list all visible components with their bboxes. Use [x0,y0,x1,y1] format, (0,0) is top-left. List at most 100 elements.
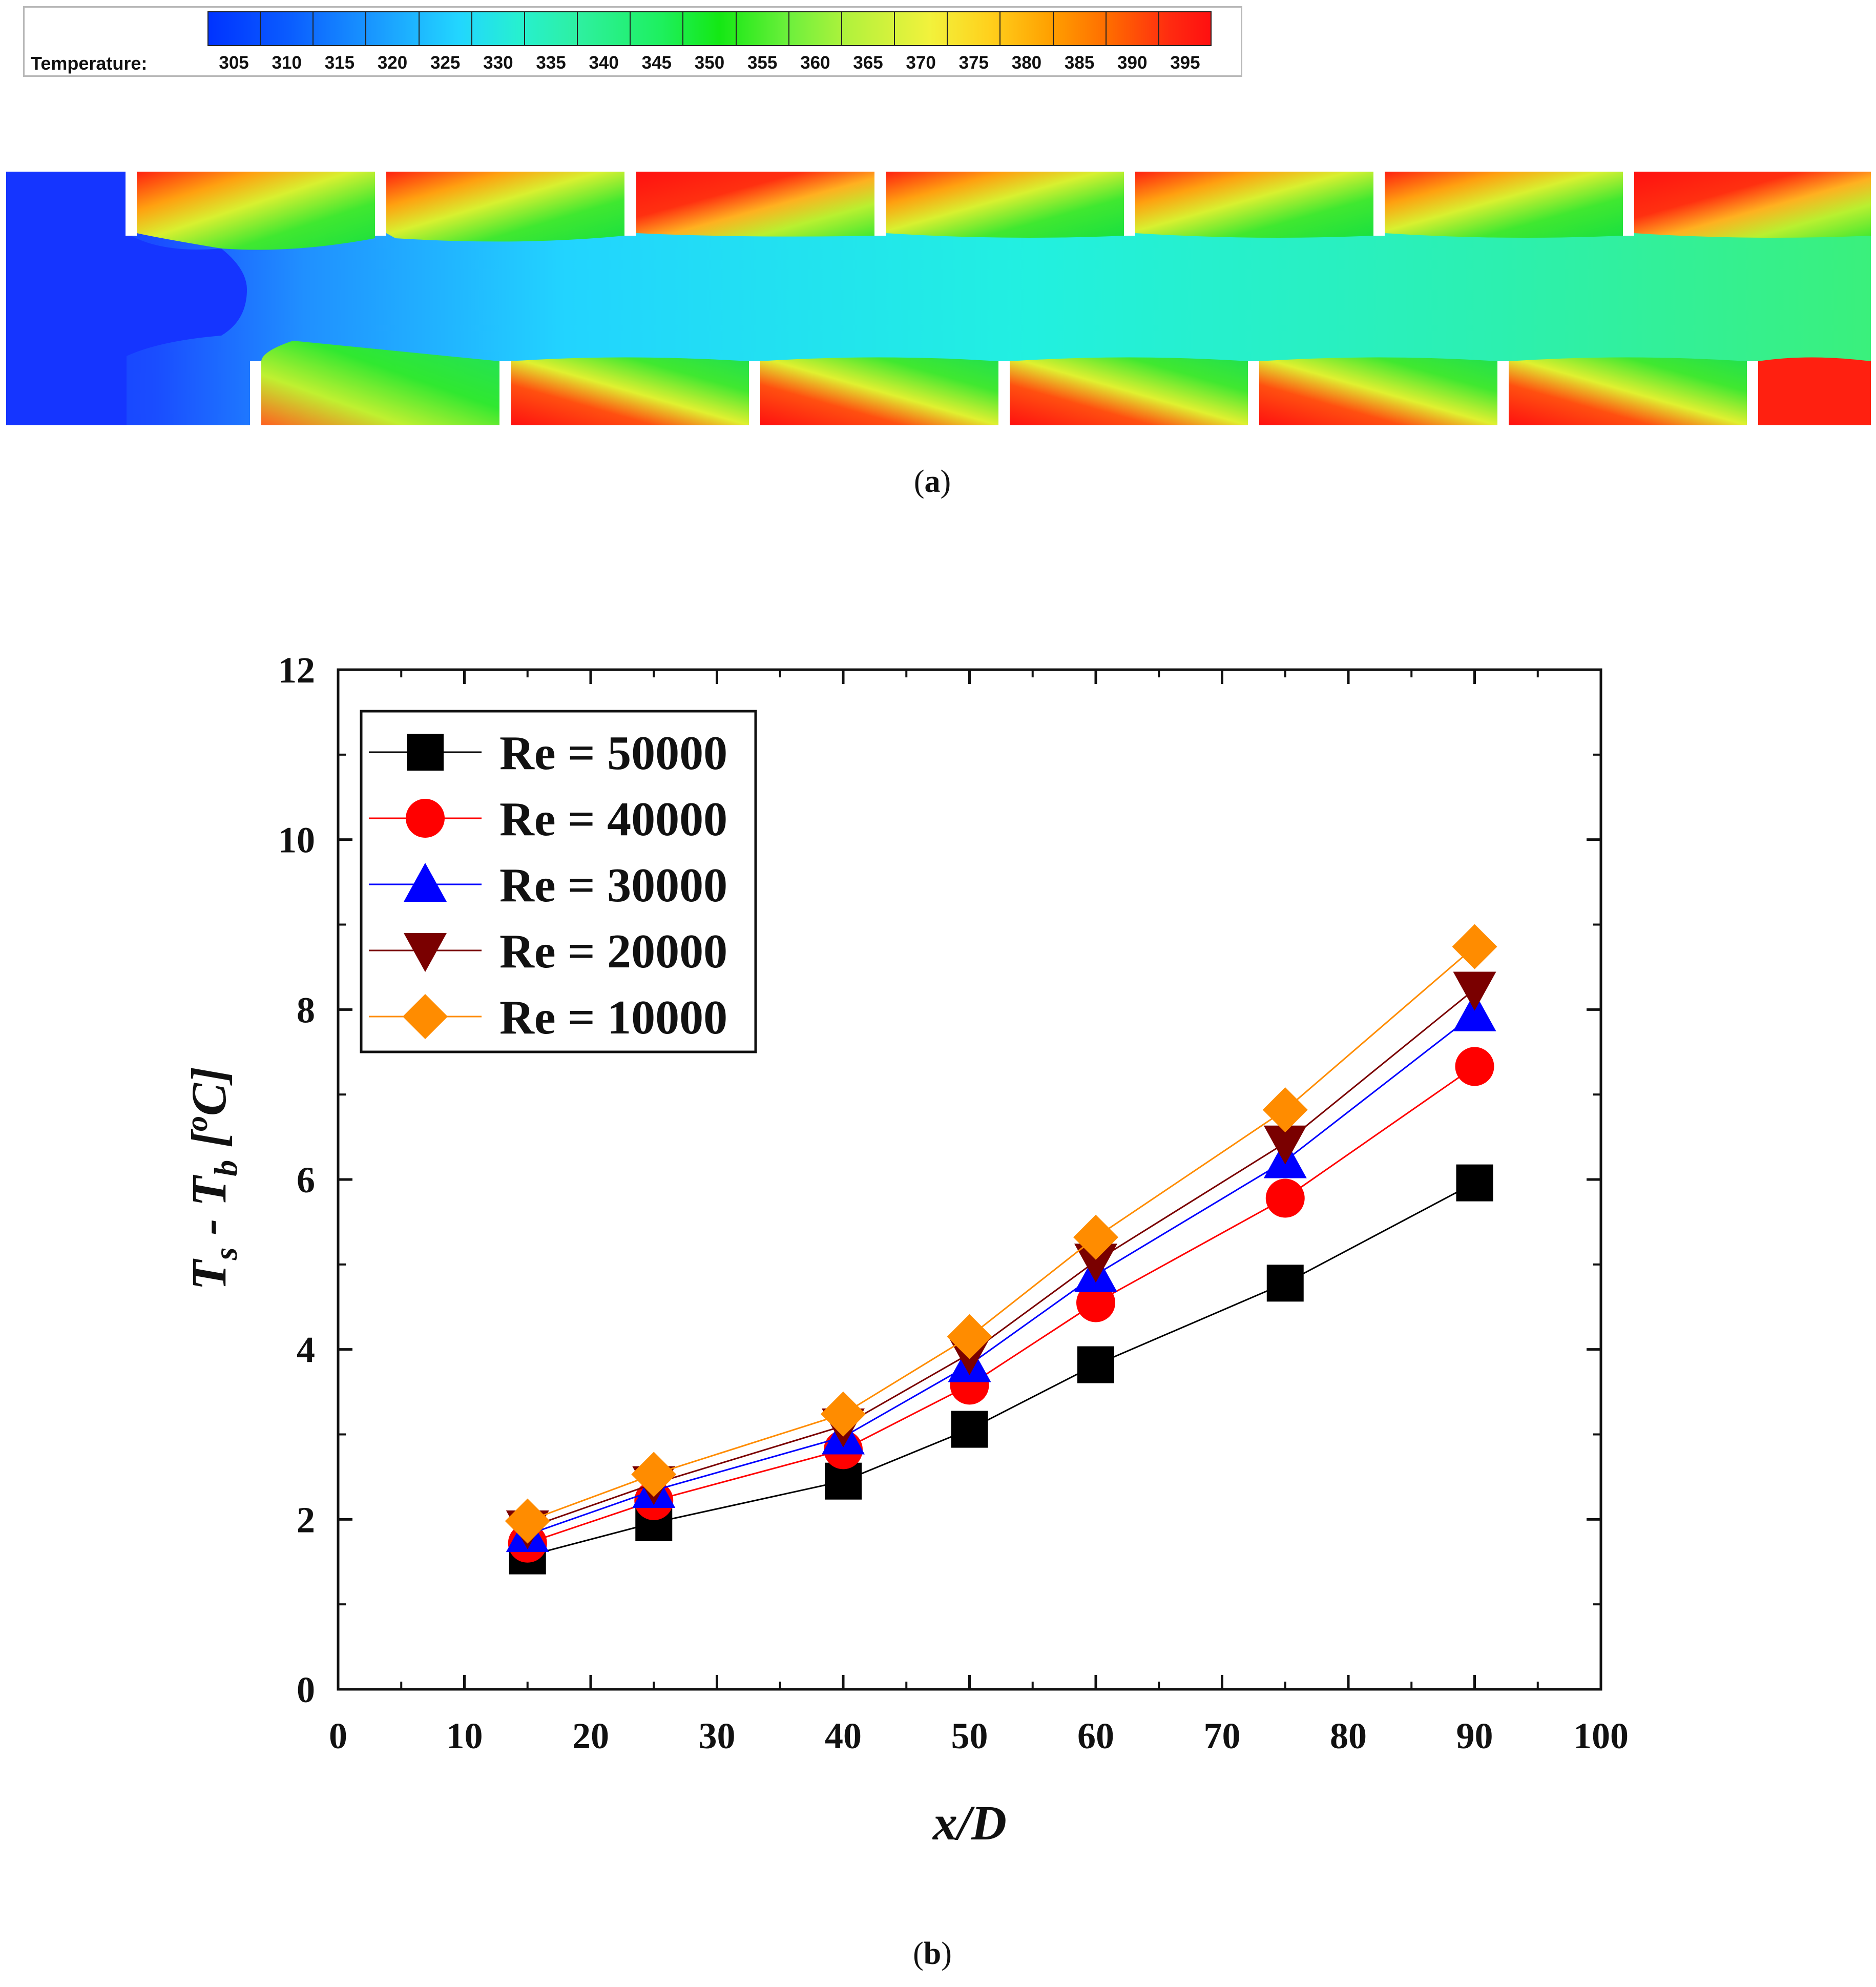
colorbar-tick-line [260,11,261,46]
y-title-bracket: [ [181,1129,236,1160]
colorbar-tick-line [999,11,1001,46]
data-point [631,1452,677,1497]
colorbar-tick-line [841,11,842,46]
x-tick-label: 90 [1456,1715,1493,1756]
data-point [1456,1164,1493,1202]
data-point [1074,1244,1117,1283]
data-point [1452,924,1497,969]
legend-label: Re = 10000 [499,991,727,1044]
colorbar-tick-line [735,11,737,46]
panel-b-caption: (b) [913,1936,952,1971]
x-tick-label: 70 [1204,1715,1241,1756]
y-title-t-s: T [181,1258,236,1290]
data-point [1077,1346,1114,1383]
colorbar-gradient [207,11,1212,46]
y-axis-title: Ts - Tb [oC] [180,1067,244,1290]
y-title-t-b: T [181,1175,236,1207]
colorbar-tick-label: 380 [1011,53,1042,73]
data-point [1263,1125,1307,1165]
y-tick-label: 0 [297,1669,315,1710]
colorbar-tick-label: 330 [483,53,513,73]
legend-label: Re = 50000 [499,727,727,780]
axis-layer: 0 10 20 30 40 50 60 70 80 90 100 0 2 4 6 8 10 12 [278,650,1629,1756]
colorbar-tick-line [577,11,578,46]
y-title-unit: C] [181,1067,236,1116]
data-point [1265,1178,1305,1218]
colorbar-title: Temperature: [31,53,148,74]
colorbar-tick-line [894,11,895,46]
y-tick-label: 8 [297,989,315,1030]
colorbar-tick-label: 305 [219,53,249,73]
colorbar-tick-label: 390 [1117,53,1148,73]
colorbar-tick-line [947,11,948,46]
colorbar-tick-label: 325 [430,53,461,73]
x-tick-label: 30 [699,1715,736,1756]
x-tick-label: 40 [825,1715,862,1756]
y-title-dash: - [181,1207,236,1248]
x-tick-label: 10 [446,1715,483,1756]
y-tick-label: 10 [278,820,315,861]
legend-marker [404,933,447,972]
legend-label: Re = 20000 [499,925,727,978]
colorbar-tick-line [630,11,631,46]
colorbar-tick-label: 345 [641,53,672,73]
x-tick-label: 100 [1573,1715,1629,1756]
colorbar-tick-line [1158,11,1159,46]
colorbar-tick-line [1052,11,1054,46]
colorbar-tick-line [1105,11,1107,46]
y-title-degree: o [180,1116,214,1131]
colorbar-tick-label: 370 [906,53,936,73]
x-tick-label: 80 [1330,1715,1367,1756]
colorbar-tick-line [682,11,684,46]
colorbar-tick-label: 350 [694,53,725,73]
x-tick-label: 20 [572,1715,609,1756]
temperature-contour [6,172,1871,425]
series-layer [505,924,1497,1575]
colorbar-tick-label: 310 [272,53,302,73]
data-point [1453,992,1496,1031]
data-point [505,1498,550,1544]
colorbar-tick-line [312,11,314,46]
legend-marker [406,799,445,838]
y-tick-label: 6 [297,1160,315,1201]
data-point [821,1391,866,1437]
data-point [1076,1283,1115,1322]
x-tick-label: 0 [329,1715,347,1756]
colorbar-tick-line [788,11,789,46]
legend-marker [407,734,444,771]
data-point [1073,1214,1118,1260]
data-point [1262,1087,1308,1133]
legend-label: Re = 30000 [499,859,727,912]
x-axis-title: x/D [932,1795,1007,1850]
panel-a-caption: (a) [913,464,951,499]
legend-label: Re = 40000 [499,793,727,846]
x-tick-label: 50 [951,1715,988,1756]
colorbar-tick-label: 360 [800,53,830,73]
colorbar-tick-line [524,11,525,46]
data-point [1266,1265,1304,1302]
colorbar-tick-label: 375 [958,53,989,73]
y-title-sub-b: b [207,1160,244,1176]
colorbar-tick-label: 340 [589,53,619,73]
colorbar-tick-label: 315 [324,53,355,73]
colorbar-tick-label: 355 [747,53,778,73]
colorbar-tick-label: 365 [853,53,883,73]
series-line [527,1013,1475,1536]
series-re10000 [505,924,1497,1544]
colorbar-tick-label: 395 [1170,53,1200,73]
colorbar-tick-line [471,11,472,46]
legend-marker [403,994,448,1039]
y-tick-label: 2 [297,1499,315,1540]
legend-marker [404,863,447,902]
data-point [947,1314,992,1359]
y-title-sub-s: s [207,1248,244,1261]
y-tick-label: 4 [297,1330,315,1371]
y-tick-label: 12 [278,650,315,691]
colorbar-tick-line [365,11,367,46]
x-tick-label: 60 [1077,1715,1114,1756]
data-point [1453,971,1496,1011]
colorbar-tick-label: 385 [1064,53,1095,73]
colorbar-tick-label: 320 [377,53,408,73]
data-point [1455,1047,1494,1086]
